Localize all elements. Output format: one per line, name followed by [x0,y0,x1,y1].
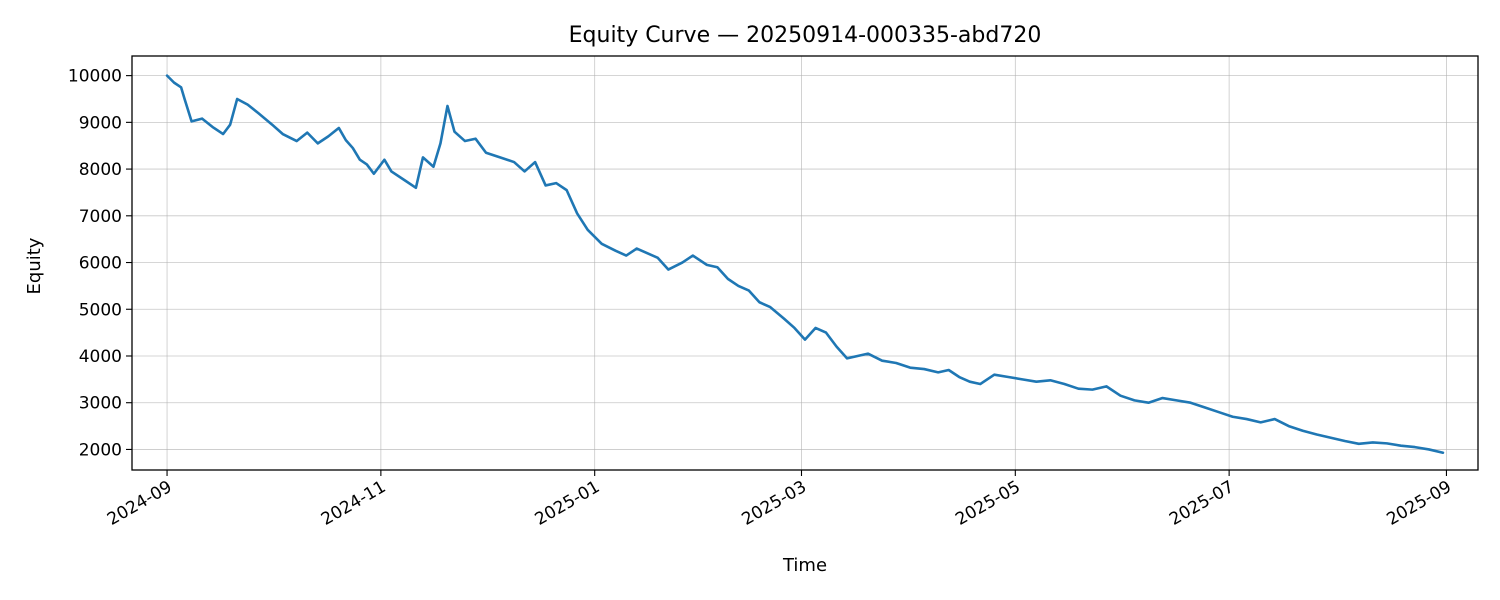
y-tick-label: 3000 [79,394,122,414]
x-tick-label: 2024-11 [318,477,390,530]
grid [132,56,1478,470]
y-axis: 2000 3000 4000 5000 6000 7000 8000 9000 10000 [68,67,132,460]
x-tick-label: 2025-09 [1383,477,1455,530]
x-axis: 2024-09 2024-11 2025-01 2025-03 2025-05 2025-… [104,470,1455,530]
y-tick-label: 6000 [79,254,122,274]
y-tick-label: 5000 [79,300,122,320]
x-tick-label: 2025-01 [532,477,604,530]
y-tick-label: 2000 [79,440,122,460]
y-tick-label: 7000 [79,207,122,227]
x-tick-label: 2025-03 [738,477,810,530]
plot-frame [131,55,1479,471]
chart-title: Equity Curve — 20250914-000335-abd720 [569,23,1042,48]
y-tick-label: 4000 [79,347,122,367]
y-axis-label: Equity [24,237,45,294]
y-tick-label: 9000 [79,113,122,133]
x-axis-label: Time [782,555,827,576]
y-tick-label: 10000 [68,67,122,87]
x-tick-label: 2025-05 [952,477,1024,530]
x-tick-label: 2024-09 [104,477,176,530]
equity-series-line [165,74,1445,455]
x-tick-label: 2025-07 [1166,477,1238,530]
plot-area [165,74,1445,455]
y-tick-label: 8000 [79,160,122,180]
